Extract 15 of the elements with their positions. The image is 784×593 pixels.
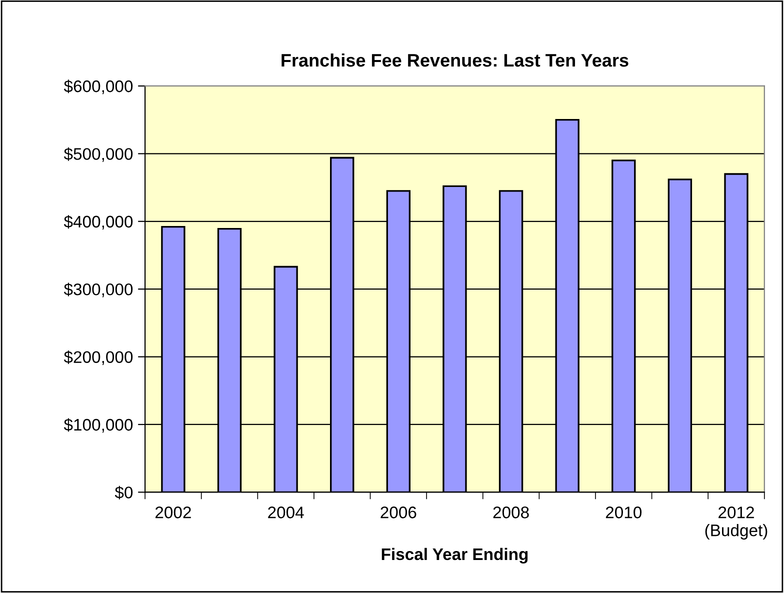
x-tick-label: 2006 [380,506,416,518]
x-tick-label: 2010 [606,506,642,518]
x-tick-label: 2004 [268,506,304,518]
y-tick-label: $300,000 [64,282,133,298]
chart-title: Franchise Fee Revenues: Last Ten Years [282,53,628,67]
x-axis-title: Fiscal Year Ending [382,548,528,564]
x-tick-label: 2002 [155,506,191,518]
y-tick-label: $400,000 [64,215,133,230]
y-tick-label: $0 [114,486,133,500]
y-tick-label: $100,000 [64,418,133,433]
x-tick-label: 2008 [493,506,529,518]
x-tick-label: 2012 (Budget) [705,506,768,540]
y-tick-label: $200,000 [64,350,133,365]
y-tick-label: $600,000 [64,80,133,94]
y-tick-label: $500,000 [64,147,133,162]
